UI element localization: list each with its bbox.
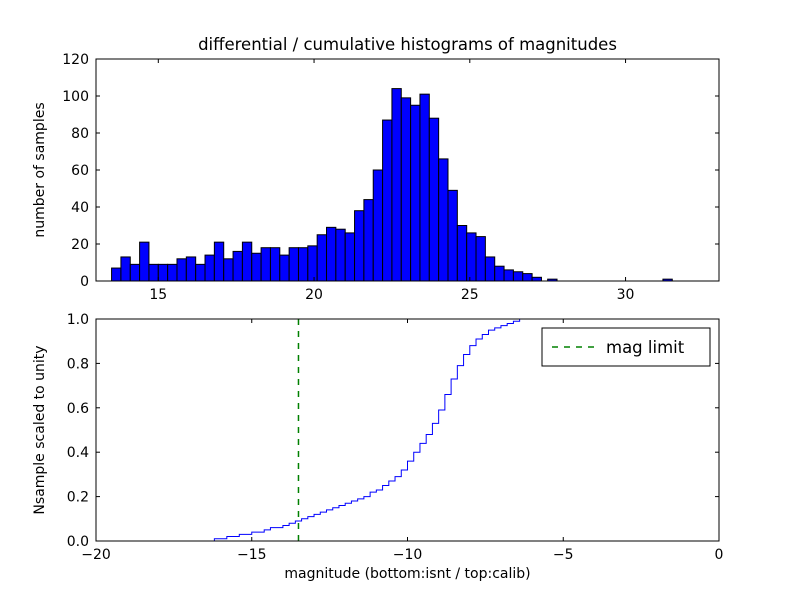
histogram-bar [120,256,131,282]
histogram-bar [241,241,253,282]
top-y-tick-label: 120 [62,52,89,68]
top-y-tick-label: 0 [80,274,89,290]
bottom-x-tick-label: −20 [81,547,111,563]
histogram-bar [167,263,178,282]
histogram-bar [382,119,393,282]
bottom-y-tick-label: 0.6 [67,401,89,417]
histogram-bar [475,236,486,282]
bottom-axes-ticks [95,318,720,542]
bottom-x-tick-label: 0 [715,547,724,563]
bottom-x-tick-label: −10 [393,547,423,563]
histogram-bar [466,232,477,282]
histogram-bar [195,263,206,282]
histogram-bar [288,247,299,282]
histogram-bar [344,232,356,282]
cumulative-line [208,318,660,542]
top-y-axis-label: number of samples [32,102,48,237]
bottom-subplot: −20 −15 −10 −5 0 0.0 0.2 0.4 0.6 0.8 1.0 magnitude … [32,312,723,582]
top-x-tick-label: 15 [149,287,167,303]
histogram-bar [522,273,533,282]
histogram-bar [503,269,514,282]
histogram-bar [531,276,542,282]
histogram-bar [372,169,384,282]
histogram-bar [512,271,524,282]
histogram-bar [335,228,346,282]
bottom-y-tick-label: 0.8 [67,356,89,372]
chart-title: differential / cumulative histograms of … [198,35,617,54]
histogram-bar [260,247,271,282]
histogram-bar [297,247,309,282]
histogram-bar [111,267,122,282]
top-y-tick-label: 20 [71,237,89,253]
histogram-bar [400,97,412,282]
histogram-bar [279,254,290,282]
histogram-bar [148,263,159,282]
histogram-bar [484,256,496,282]
top-x-tick-label: 20 [305,287,323,303]
histogram-bar [354,210,365,282]
histogram-bar [363,199,374,282]
histogram-bar [213,241,225,282]
histogram-bar [223,258,234,282]
bottom-y-tick-label: 1.0 [67,312,89,328]
histogram-bar [391,88,402,282]
histogram-bar [232,250,243,282]
histogram-bar [326,226,337,282]
histogram-bar [438,158,449,282]
top-y-tick-label: 40 [71,200,89,216]
histogram-bar [307,245,318,282]
histogram-bar [129,263,141,282]
bottom-x-tick-label: −5 [553,547,574,563]
bottom-y-tick-label: 0.4 [67,445,89,461]
histogram-bar [251,252,262,282]
top-x-tick-label: 30 [617,287,635,303]
histogram-bar [185,256,197,282]
top-subplot: 15 20 25 30 0 20 40 60 80 100 120 differential / cu… [32,35,720,303]
bottom-x-tick-label: −15 [237,547,267,563]
top-y-tick-label: 80 [71,126,89,142]
histogram-bar [269,247,281,282]
legend-label: mag limit [606,338,685,357]
histogram-bar [494,265,505,282]
histogram-bar [157,263,169,282]
top-x-tick-label: 25 [461,287,479,303]
histogram-bar [410,104,421,282]
histogram-bar [176,258,187,282]
histogram-bar [456,225,468,282]
legend: mag limit [541,327,711,367]
bottom-y-tick-label: 0.2 [67,490,89,506]
bottom-y-tick-label: 0.0 [67,534,89,550]
histogram-bar [139,241,150,282]
histogram-bar [428,117,440,282]
top-y-tick-label: 60 [71,163,89,179]
x-axis-label: magnitude (bottom:isnt / top:calib) [284,566,530,582]
bottom-y-axis-label: Nsample scaled to unity [32,345,48,514]
top-axes-ticks [96,58,719,282]
top-y-tick-label: 100 [62,89,89,105]
histogram-bar [204,254,215,282]
histogram-bar [316,234,328,282]
histogram-bar [419,93,430,282]
histogram-bar [447,189,458,282]
